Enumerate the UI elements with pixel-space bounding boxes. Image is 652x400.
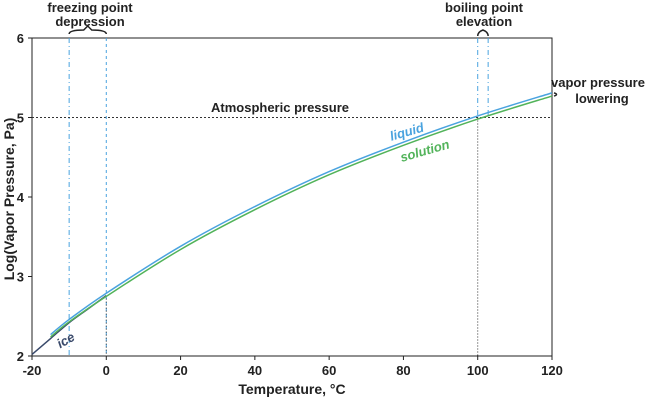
boiling-point-label-line1: boiling point xyxy=(445,0,524,15)
x-tick-label: 60 xyxy=(322,363,336,378)
freezing-point-label-line1: freezing point xyxy=(47,0,133,15)
x-tick-label: 100 xyxy=(467,363,489,378)
plot-frame xyxy=(31,37,553,357)
x-tick-label: 40 xyxy=(248,363,262,378)
boiling-point-label-line2: elevation xyxy=(456,14,512,29)
atmospheric-pressure-label: Atmospheric pressure xyxy=(211,100,349,115)
axis-ticks: -20 0 20 40 60 80 100 120 2 3 4 5 6 xyxy=(17,31,563,378)
series-layer xyxy=(31,92,553,355)
vapor-pressure-lowering-line2: lowering xyxy=(575,91,629,106)
x-tick-label: -20 xyxy=(23,363,42,378)
y-tick-label: 6 xyxy=(17,31,24,46)
y-tick-label: 4 xyxy=(17,190,25,205)
boiling-brace xyxy=(476,29,489,37)
series-line-liquid xyxy=(50,92,553,336)
plot-border xyxy=(31,37,553,357)
y-tick-label: 5 xyxy=(17,111,24,126)
reference-guides xyxy=(32,24,558,356)
freezing-brace xyxy=(68,24,108,35)
vapor-pressure-lowering-line1: vapor pressure xyxy=(551,75,645,90)
x-tick-label: 80 xyxy=(396,363,410,378)
x-axis-title: Temperature, °C xyxy=(238,381,345,397)
lowering-brace xyxy=(553,92,558,97)
x-tick-label: 0 xyxy=(103,363,110,378)
freezing-point-label-line2: depression xyxy=(55,14,124,29)
y-axis-title: Log(Vapor Pressure, Pa) xyxy=(1,118,17,281)
x-tick-label: 120 xyxy=(541,363,563,378)
y-tick-label: 2 xyxy=(17,349,24,364)
series-line-solution xyxy=(50,95,553,338)
x-tick-label: 20 xyxy=(173,363,187,378)
y-tick-label: 3 xyxy=(17,270,24,285)
